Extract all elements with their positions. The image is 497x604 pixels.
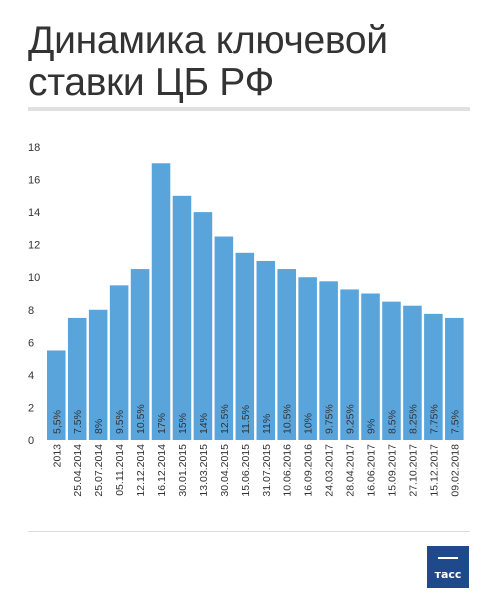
y-tick-label: 14 [28, 207, 40, 219]
x-tick-label: 30.04.2015 [219, 444, 231, 497]
y-tick-label: 12 [28, 240, 40, 252]
y-tick-label: 2 [28, 402, 34, 414]
bottom-divider [28, 531, 470, 532]
bar-value-label: 8.25% [407, 404, 419, 434]
bar-value-label: 14% [198, 413, 210, 434]
x-tick-label: 25.04.2014 [72, 444, 84, 497]
bar [214, 236, 234, 440]
bar [256, 260, 276, 440]
tass-logo: тасс [427, 546, 469, 588]
bar-value-label: 9.75% [324, 404, 336, 434]
bar [319, 281, 338, 440]
bar [340, 289, 359, 440]
x-tick-label: 10.06.2016 [282, 444, 294, 497]
y-tick-label: 8 [28, 305, 34, 317]
x-tick-label: 16.09.2016 [303, 444, 315, 497]
logo-text: тасс [434, 568, 462, 581]
x-tick-label: 24.03.2017 [324, 444, 336, 497]
bar [67, 317, 87, 440]
bar [424, 313, 443, 440]
chart-title: Динамика ключевой ставки ЦБ РФ [28, 19, 388, 104]
x-tick-label: 12.12.2014 [135, 444, 147, 497]
x-tick-label: 30.01.2015 [177, 444, 189, 497]
x-tick-label: 13.03.2015 [198, 444, 210, 497]
x-tick-label: 15.09.2017 [386, 444, 398, 497]
y-tick-label: 4 [28, 370, 34, 382]
bar-value-label: 10% [303, 413, 315, 434]
bar [361, 293, 380, 440]
bar [382, 301, 401, 440]
bar-value-label: 15% [177, 413, 189, 434]
bar-value-label: 11.5% [240, 405, 252, 434]
bar [445, 317, 464, 440]
y-tick-label: 18 [28, 142, 40, 154]
bar-value-label: 10.5% [135, 404, 147, 434]
x-tick-label: 2013 [51, 444, 63, 468]
y-tick-label: 10 [28, 272, 40, 284]
bar-value-label: 17% [156, 413, 168, 434]
x-tick-label: 16.06.2017 [366, 444, 378, 497]
y-tick-label: 0 [28, 435, 34, 447]
x-tick-label: 09.02.2018 [449, 444, 461, 497]
bar [47, 350, 66, 440]
x-tick-label: 28.04.2017 [345, 444, 357, 497]
x-tick-label: 25.07.2014 [93, 444, 105, 497]
bar [235, 252, 255, 440]
bar [298, 277, 317, 440]
x-tick-label: 27.10.2017 [407, 444, 419, 497]
bar-value-label: 5,5% [51, 410, 63, 434]
y-tick-label: 16 [28, 175, 40, 187]
bar [109, 285, 129, 440]
bar-value-label: 7.5% [449, 410, 461, 434]
bar-value-label: 9.25% [345, 404, 357, 434]
bar-value-label: 8% [93, 419, 105, 434]
x-tick-label: 31.07.2015 [261, 444, 273, 497]
x-tick-label: 16.12.2014 [156, 444, 168, 497]
x-tick-label: 15.06.2015 [240, 444, 252, 497]
x-tick-label: 15.12.2017 [428, 444, 440, 497]
bar-value-label: 9.5% [114, 410, 126, 434]
bar-value-label: 9% [366, 419, 378, 434]
logo-mark-icon [438, 557, 458, 559]
bar-value-label: 10.5% [282, 404, 294, 434]
bar [193, 212, 213, 440]
bar-value-label: 8.5% [386, 410, 398, 434]
bar [130, 269, 150, 440]
bar [277, 269, 296, 440]
bar-value-label: 7.5% [72, 410, 84, 434]
bar-value-label: 12.5% [219, 404, 231, 434]
bar [88, 309, 108, 440]
bar [151, 163, 171, 440]
x-tick-label: 05.11.2014 [114, 444, 126, 496]
bar-value-label: 7.75% [428, 404, 440, 434]
bar [403, 305, 422, 440]
bar-value-label: 11% [261, 414, 273, 434]
bar [172, 195, 192, 440]
y-tick-label: 6 [28, 337, 34, 349]
title-divider [28, 107, 470, 111]
